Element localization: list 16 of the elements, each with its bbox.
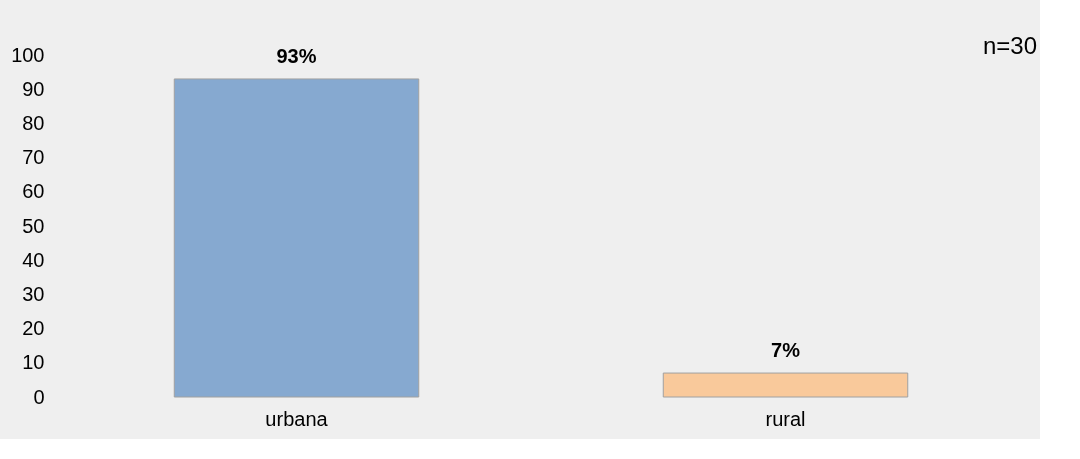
y-tick-label: 50 — [22, 214, 45, 237]
y-tick-label: 90 — [22, 77, 45, 100]
y-tick-label: 0 — [33, 385, 45, 408]
data-label: 93% — [276, 44, 317, 67]
x-tick-label: rural — [765, 407, 806, 430]
y-tick-label: 70 — [22, 146, 45, 169]
y-tick-label: 30 — [22, 282, 45, 305]
y-tick-label: 10 — [22, 351, 45, 374]
y-tick-label: 100 — [11, 43, 45, 66]
x-tick-label: urbana — [265, 407, 329, 430]
y-tick-label: 20 — [22, 317, 45, 340]
annotation: n=30 — [982, 32, 1037, 59]
data-label: 7% — [771, 339, 801, 362]
y-tick-label: 40 — [22, 248, 45, 271]
y-tick-label: 60 — [22, 180, 45, 203]
y-tick-label: 80 — [22, 111, 45, 134]
